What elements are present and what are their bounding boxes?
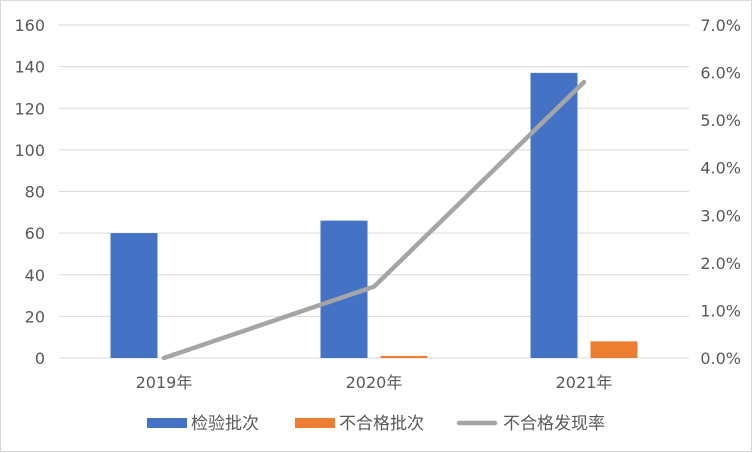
right-tick-label: 5.0% <box>700 111 741 130</box>
legend-label: 不合格发现率 <box>503 414 605 434</box>
left-tick-label: 0 <box>35 349 45 368</box>
right-tick-label: 2.0% <box>700 254 741 273</box>
left-axis-tick-labels: 0 20 40 60 80 100 120 140 160 <box>14 16 45 368</box>
left-tick-label: 40 <box>25 266 45 285</box>
left-tick-label: 20 <box>25 307 45 326</box>
right-tick-label: 0.0% <box>700 349 741 368</box>
left-tick-label: 140 <box>14 58 45 77</box>
right-tick-label: 4.0% <box>700 159 741 178</box>
right-axis-tick-labels: 0.0% 1.0% 2.0% 3.0% 4.0% 5.0% 6.0% 7.0% <box>700 16 741 368</box>
legend-swatch-检验批次 <box>147 418 187 428</box>
left-tick-label: 60 <box>25 224 45 243</box>
x-tick-label: 2021年 <box>556 373 613 392</box>
left-tick-label: 120 <box>14 99 45 118</box>
bar-不合格批次 <box>591 341 638 358</box>
legend-swatch-不合格批次 <box>295 418 335 428</box>
right-tick-label: 3.0% <box>700 206 741 225</box>
bar-不合格批次 <box>381 356 428 358</box>
legend-label: 不合格批次 <box>339 414 424 434</box>
left-tick-label: 80 <box>25 183 45 202</box>
legend-label: 检验批次 <box>191 414 259 434</box>
bars <box>111 73 638 358</box>
right-tick-label: 6.0% <box>700 64 741 83</box>
right-tick-label: 1.0% <box>700 301 741 320</box>
x-tick-label: 2019年 <box>136 373 193 392</box>
left-tick-label: 160 <box>14 16 45 35</box>
bar-检验批次 <box>531 73 578 358</box>
x-axis-tick-labels: 2019年 2020年 2021年 <box>136 373 613 392</box>
left-tick-label: 100 <box>14 141 45 160</box>
right-tick-label: 7.0% <box>700 16 741 35</box>
x-tick-label: 2020年 <box>346 373 403 392</box>
bar-检验批次 <box>111 233 158 358</box>
legend: 检验批次 不合格批次 不合格发现率 <box>147 414 605 434</box>
